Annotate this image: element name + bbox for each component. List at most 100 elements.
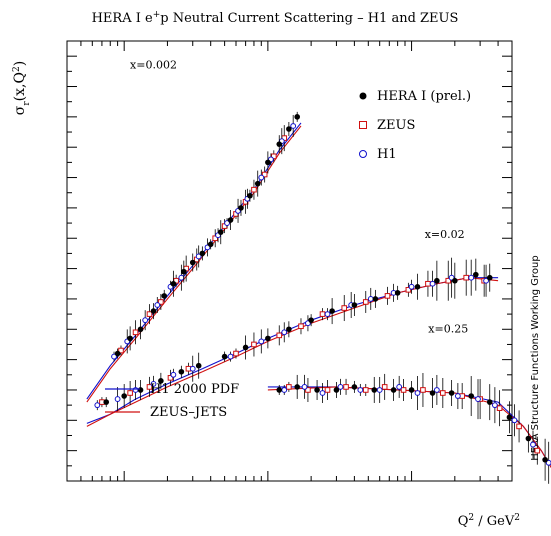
hera-point [286, 326, 292, 333]
h1-point [114, 396, 121, 402]
h1-point [258, 338, 265, 345]
zeus-point [261, 171, 268, 178]
plot-frame [66, 40, 513, 482]
zeus-point [146, 311, 153, 317]
h1-point [319, 390, 326, 396]
h1-point [132, 387, 139, 393]
fit-legend-label: H1 2000 PDF [150, 382, 239, 397]
hera-point [390, 387, 397, 393]
zeus-point [425, 280, 431, 287]
hera-point [468, 393, 474, 399]
zeus-point [384, 293, 391, 299]
h1-point [429, 280, 436, 287]
hera-point [265, 335, 271, 342]
zeus-point [132, 329, 139, 336]
h1-point [433, 387, 440, 393]
zeus-point [305, 387, 311, 393]
chart-title: HERA I e+p Neutral Current Scattering – … [92, 10, 459, 26]
hera-point [286, 126, 292, 132]
zeus-point [127, 390, 133, 396]
h1-point [258, 174, 265, 181]
hera-point [247, 192, 253, 199]
hera-point [486, 274, 493, 281]
hera-point [207, 241, 214, 248]
legend-label: H1 [377, 147, 397, 162]
hera-point [372, 296, 379, 302]
zeus-point [173, 277, 179, 284]
side-note: HERA Structure Functions Working Group [530, 255, 541, 460]
legend-label: ZEUS [377, 118, 415, 133]
hera-point [276, 387, 283, 393]
hera-point [103, 399, 110, 405]
hera-point [217, 229, 224, 235]
h1-point [142, 317, 149, 324]
zeus-jets-curve [86, 371, 203, 427]
zeus-point [400, 387, 407, 393]
data-points [94, 111, 551, 484]
h1-point [367, 296, 374, 302]
zeus-point [158, 299, 164, 305]
hera-point [294, 114, 301, 120]
h1-point [483, 277, 489, 284]
hera-point [195, 362, 202, 369]
hera-point [189, 259, 196, 266]
h1-point [170, 371, 177, 378]
h1-point [227, 353, 234, 360]
hera-point [181, 268, 187, 275]
zeus-point [286, 384, 292, 390]
legend: HERA I (prel.) ZEUS H1 [359, 89, 471, 162]
series-labels: x=0.002 x=0.02 x=0.25 [130, 58, 468, 335]
h1-point [376, 387, 383, 393]
zeus-point [445, 277, 452, 284]
zeus-point [276, 332, 283, 339]
zeus-point [381, 384, 388, 390]
hera-point [314, 387, 320, 393]
hera-point [227, 217, 234, 223]
zeus-point [324, 387, 331, 393]
zeus-point [251, 341, 257, 348]
series-label: x=0.002 [130, 58, 177, 71]
h1-point [224, 220, 230, 226]
hera-point [121, 393, 127, 399]
h1-point [154, 302, 161, 308]
hera-point [114, 350, 121, 357]
zeus-point [251, 186, 257, 193]
zeus-point [362, 299, 369, 305]
hera-point [473, 271, 479, 278]
legend-label: HERA I (prel.) [377, 89, 471, 104]
hera-point [429, 390, 436, 396]
hera-point [408, 387, 415, 393]
h1-point [195, 253, 202, 260]
h1-point [324, 311, 331, 318]
hera-point [371, 387, 378, 393]
legend-marker [359, 92, 367, 100]
zeus-point [343, 384, 349, 390]
h1-point [468, 274, 475, 281]
hera-point [351, 384, 358, 390]
hera-point [448, 390, 455, 396]
hera-point [294, 384, 301, 390]
y-axis-label: σr(x,Q2) [12, 61, 32, 115]
hera-point [525, 435, 532, 442]
hera-point [238, 205, 244, 211]
zeus-point [496, 405, 503, 411]
hera-point [308, 317, 314, 323]
h1-point [530, 441, 536, 448]
hera-point [506, 414, 513, 421]
hera-point [333, 387, 340, 393]
h1-point [475, 396, 481, 402]
hera-point [161, 293, 168, 299]
h1-point [396, 384, 403, 390]
h1-point [337, 384, 344, 390]
zeus-point [440, 390, 446, 396]
hera-point [170, 280, 177, 287]
h1-point [301, 384, 308, 390]
hera-point [127, 335, 133, 342]
zeus-point [233, 350, 239, 357]
h1-point [178, 274, 185, 281]
zeus-point [516, 423, 522, 430]
hera-point [221, 353, 228, 360]
hera-point [329, 308, 335, 314]
h1-point [491, 402, 498, 409]
